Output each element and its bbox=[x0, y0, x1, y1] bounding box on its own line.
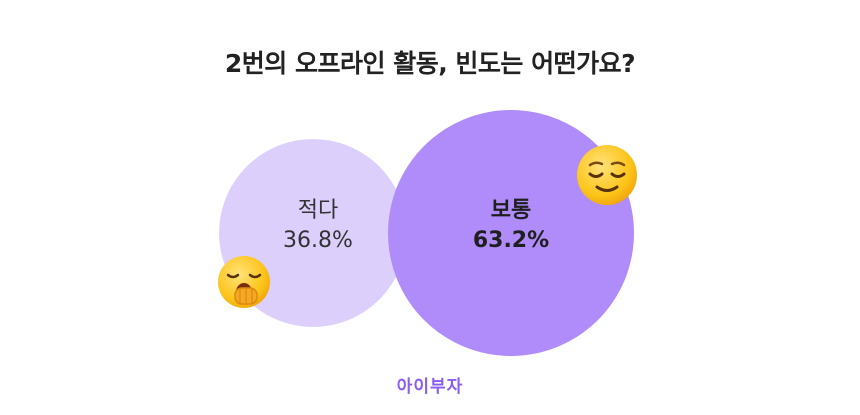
value-label: 63.2% bbox=[472, 228, 550, 253]
relieved-face-icon bbox=[577, 145, 637, 205]
value-label: 36.8% bbox=[283, 228, 353, 253]
category-label: 적다 bbox=[297, 198, 339, 223]
brand-logo-text: 아이부자 bbox=[396, 377, 464, 397]
bubble-label-major: 보통 63.2% bbox=[411, 196, 611, 256]
chart-title: 2번의 오프라인 활동, 빈도는 어떤가요? bbox=[224, 49, 636, 78]
bubble-major bbox=[388, 110, 634, 356]
yawning-face-icon bbox=[218, 256, 270, 308]
bubble-label-minor: 적다 36.8% bbox=[218, 196, 418, 256]
category-label: 보통 bbox=[490, 198, 532, 223]
